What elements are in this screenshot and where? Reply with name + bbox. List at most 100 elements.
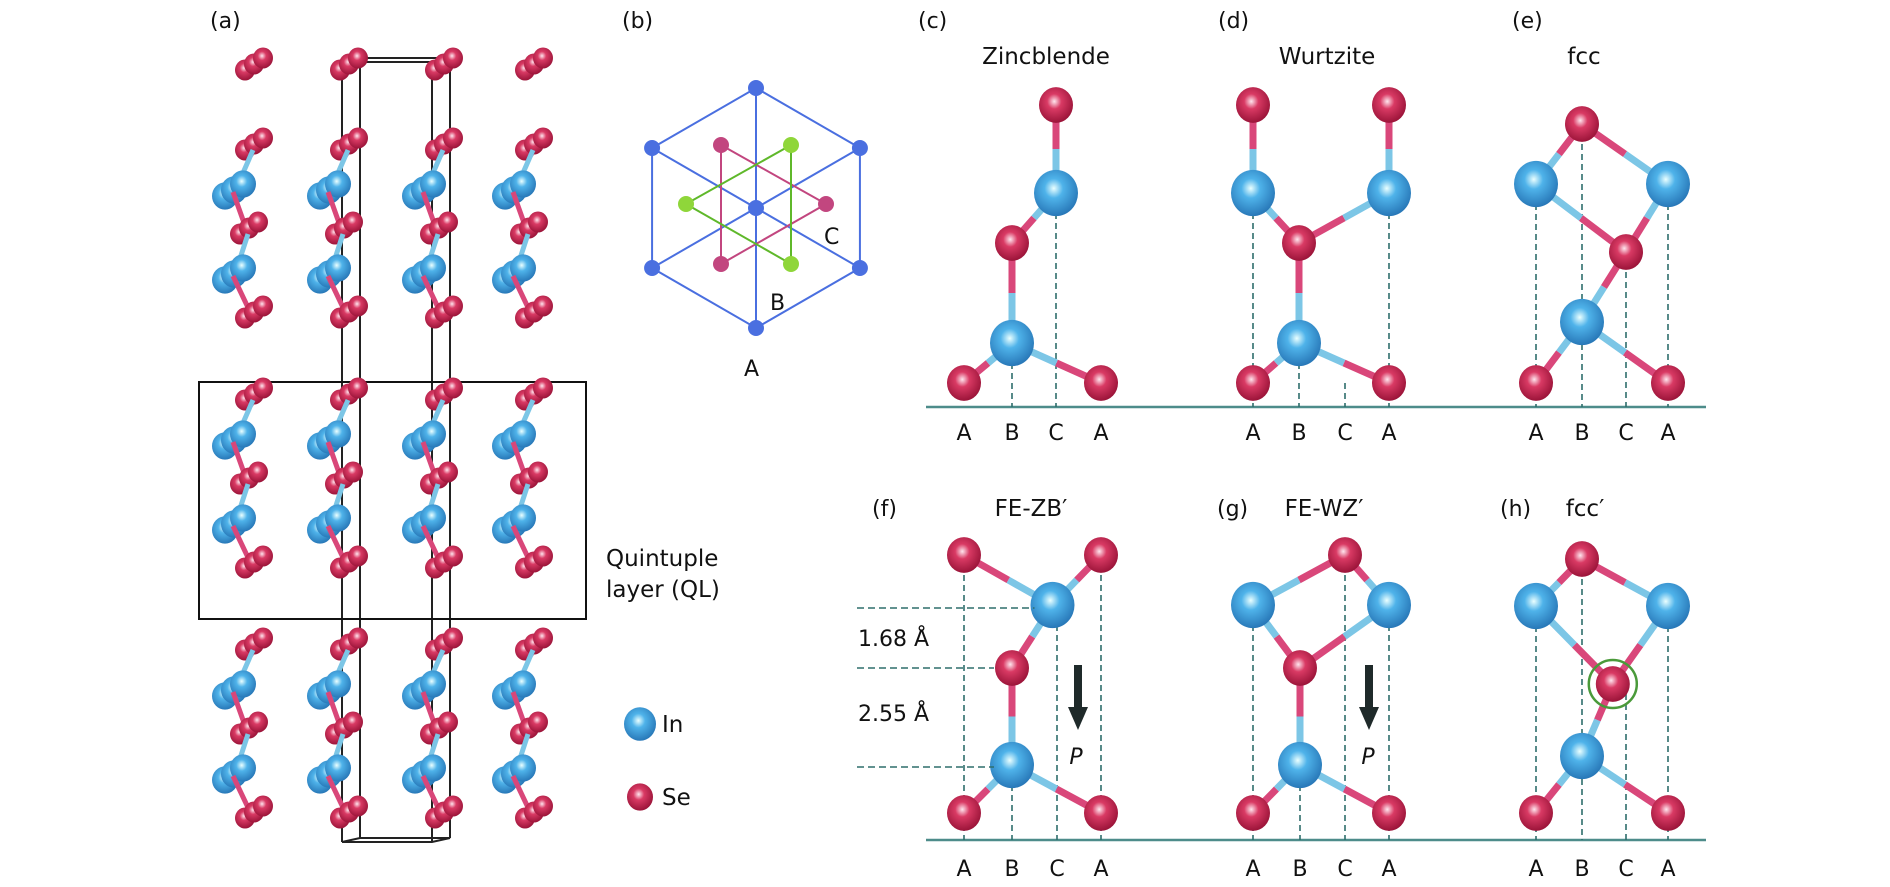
in-atom — [1231, 169, 1275, 217]
polarization-label: P — [1361, 745, 1375, 770]
se-atom — [1651, 795, 1685, 831]
se-atom — [248, 461, 268, 483]
se-atom — [1609, 234, 1643, 270]
spacing-label-1: 1.68 Å — [858, 625, 929, 652]
stacking-site-label: A — [1093, 857, 1108, 882]
quintuple-layer-box — [198, 381, 587, 620]
se-atom — [443, 627, 463, 649]
in-atom — [420, 170, 446, 198]
panel-label-a: (a) — [210, 9, 241, 34]
site-a-point — [851, 140, 868, 156]
in-atom — [325, 670, 351, 698]
in-atom — [420, 420, 446, 448]
in-atom — [1367, 169, 1411, 217]
ql-label-line2: layer (QL) — [606, 577, 720, 603]
se-atom — [343, 711, 363, 733]
se-atom — [1084, 795, 1118, 831]
in-atom — [420, 254, 446, 282]
highlight-circle — [1587, 658, 1639, 710]
se-atom — [248, 211, 268, 233]
se-atom — [443, 47, 463, 69]
stacking-site-label: A — [1245, 421, 1260, 446]
stacking-site-label: A — [1660, 421, 1675, 446]
se-atom — [1283, 650, 1317, 686]
se-atom — [443, 295, 463, 317]
in-atom — [230, 754, 256, 782]
stacking-site-label: C — [1337, 857, 1352, 882]
in-atom — [230, 670, 256, 698]
se-atom — [533, 545, 553, 567]
stacking-site-label: A — [1528, 857, 1543, 882]
se-atom — [253, 377, 273, 399]
site-a-point — [644, 260, 661, 276]
se-atom — [947, 365, 981, 401]
in-atom — [510, 670, 536, 698]
se-atom — [438, 211, 458, 233]
stacking-site-label: B — [1574, 421, 1589, 446]
in-atom — [230, 170, 256, 198]
stacking-site-label: B — [1292, 857, 1307, 882]
in-atom — [420, 670, 446, 698]
stacking-site-label: C — [1048, 421, 1063, 446]
se-atom — [1236, 87, 1270, 123]
in-atom — [1560, 732, 1604, 780]
se-atom — [533, 295, 553, 317]
site-b-lines — [683, 143, 792, 266]
in-atom — [990, 319, 1034, 367]
site-a-point — [748, 80, 764, 96]
se-atom — [533, 127, 553, 149]
stacking-site-label: A — [1381, 421, 1396, 446]
se-atom — [1039, 87, 1073, 123]
panel-label: (f) — [872, 497, 897, 522]
se-atom — [947, 795, 981, 831]
se-atom — [348, 377, 368, 399]
stacking-site-label: B — [1574, 857, 1589, 882]
site-c-point — [713, 256, 729, 272]
panel-label: (h) — [1500, 497, 1531, 522]
in-atom — [1560, 298, 1604, 346]
stacking-panels — [857, 87, 1706, 842]
se-atom — [253, 545, 273, 567]
in-atom — [1514, 160, 1558, 208]
in-atom — [325, 420, 351, 448]
site-a-point — [851, 260, 868, 276]
se-atom — [947, 537, 981, 573]
se-atom — [253, 295, 273, 317]
se-atom — [1595, 666, 1630, 702]
unit-cell-edge — [341, 837, 451, 843]
polarization-arrow — [1074, 665, 1082, 709]
in-atom — [325, 254, 351, 282]
se-atom — [253, 795, 273, 817]
in-atom — [510, 254, 536, 282]
se-atom — [1084, 365, 1118, 401]
se-atom — [1565, 106, 1599, 142]
polarization-arrow-head — [1068, 707, 1088, 730]
in-atom — [1034, 169, 1078, 217]
panel-label-b: (b) — [622, 9, 653, 34]
se-atom — [348, 295, 368, 317]
polarization-arrow-head — [1359, 707, 1379, 730]
panel-a-lattice — [198, 47, 656, 843]
spacing-label-2: 2.55 Å — [858, 700, 929, 727]
se-atom — [348, 795, 368, 817]
se-atom — [348, 627, 368, 649]
in-atom — [510, 420, 536, 448]
panel-title: fcc′ — [1566, 496, 1605, 522]
panel-f — [857, 537, 1118, 840]
in-atom — [230, 254, 256, 282]
panel-label: (c) — [918, 9, 947, 34]
site-c-label: C — [824, 225, 839, 250]
se-atom — [528, 461, 548, 483]
in-atom — [1646, 160, 1690, 208]
stacking-site-label: A — [1093, 421, 1108, 446]
legend-se-label: Se — [662, 785, 691, 811]
panel-label: (g) — [1217, 497, 1248, 522]
se-atom — [528, 711, 548, 733]
se-atom — [1565, 541, 1599, 577]
stacking-site-label: A — [1381, 857, 1396, 882]
se-atom — [348, 47, 368, 69]
panel-d — [1231, 87, 1411, 407]
stacking-site-label: C — [1618, 421, 1633, 446]
panel-title: Wurtzite — [1279, 44, 1376, 70]
in-atom — [1367, 581, 1411, 629]
